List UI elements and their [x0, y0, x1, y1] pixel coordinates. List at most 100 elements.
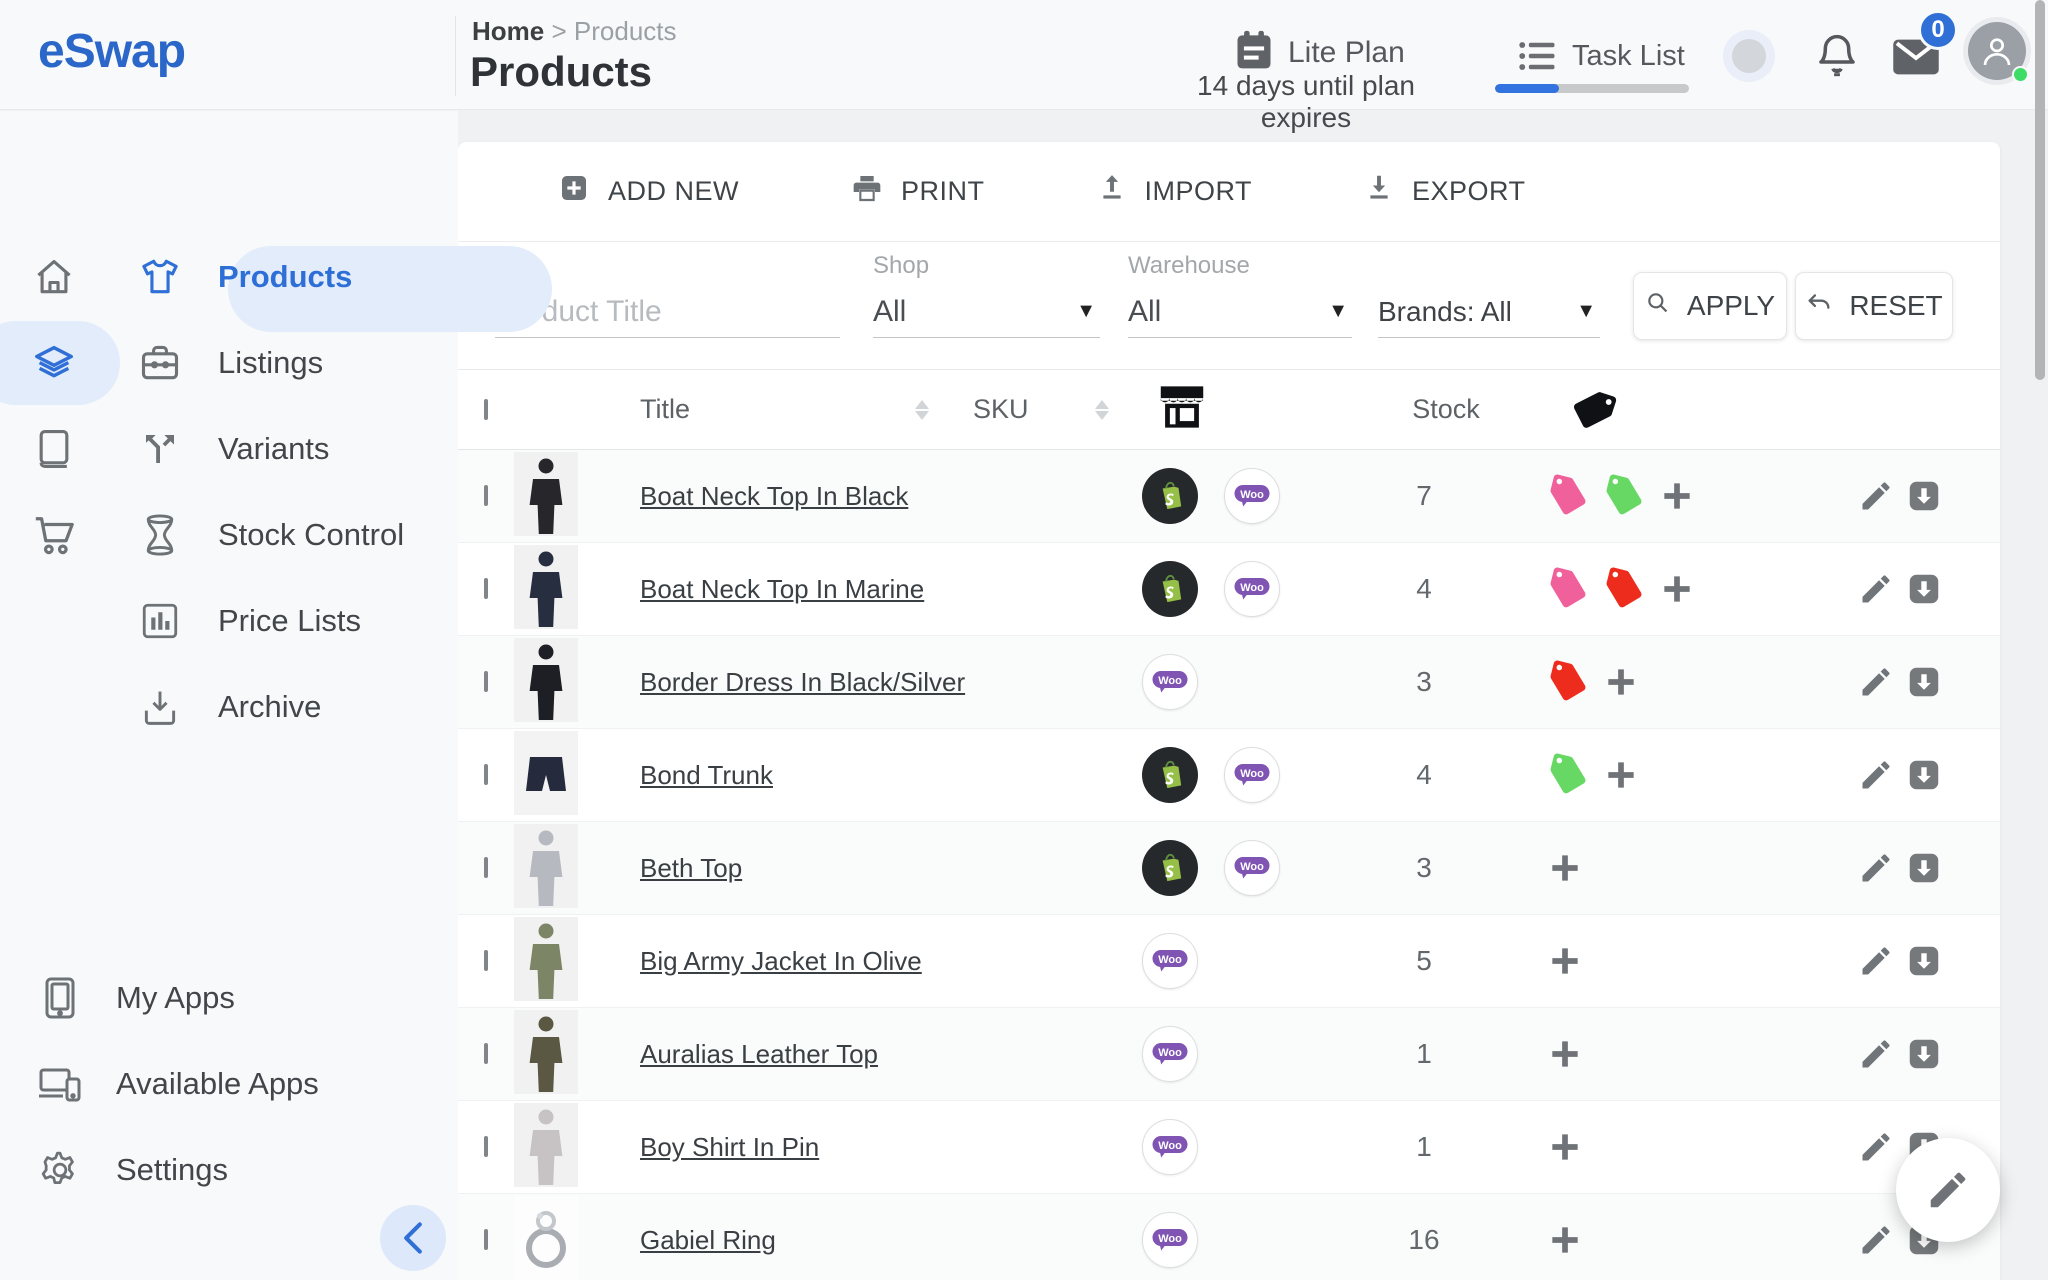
warehouse-select[interactable]: All ▼: [1128, 286, 1352, 338]
product-title-link[interactable]: Beth Top: [640, 853, 742, 883]
status-indicator[interactable]: [1732, 39, 1766, 73]
woocommerce-channel-icon[interactable]: Woo: [1142, 654, 1198, 710]
archive-action-icon[interactable]: [1906, 850, 1942, 886]
breadcrumb-home-link[interactable]: Home: [472, 16, 544, 46]
sidebar-item-settings[interactable]: Settings: [0, 1127, 380, 1213]
quick-edit-fab[interactable]: [1896, 1138, 2000, 1242]
export-button[interactable]: EXPORT: [1364, 172, 1526, 211]
sidebar-item-stock-control[interactable]: Stock Control: [114, 492, 438, 578]
shopify-channel-icon[interactable]: [1142, 468, 1198, 524]
edit-pencil-icon[interactable]: [1858, 850, 1894, 886]
edit-pencil-icon[interactable]: [1858, 478, 1894, 514]
product-title-link[interactable]: Gabiel Ring: [640, 1225, 776, 1255]
row-checkbox[interactable]: [484, 950, 488, 971]
add-tag-plus-icon[interactable]: [1546, 942, 1584, 980]
brands-select[interactable]: Brands: All ▼: [1378, 286, 1600, 338]
tag-icon[interactable]: [1541, 748, 1594, 801]
edit-pencil-icon[interactable]: [1858, 1036, 1894, 1072]
archive-action-icon[interactable]: [1906, 1036, 1942, 1072]
product-title-link[interactable]: Boat Neck Top In Marine: [640, 574, 924, 604]
row-checkbox[interactable]: [484, 578, 488, 599]
row-checkbox[interactable]: [484, 1136, 488, 1157]
edit-pencil-icon[interactable]: [1858, 664, 1894, 700]
rail-home-icon[interactable]: [28, 251, 80, 303]
add-tag-plus-icon[interactable]: [1546, 1221, 1584, 1259]
add-tag-plus-icon[interactable]: [1602, 663, 1640, 701]
tag-icon[interactable]: [1597, 469, 1650, 522]
select-all-checkbox[interactable]: [484, 399, 488, 420]
tag-icon[interactable]: [1541, 469, 1594, 522]
woocommerce-channel-icon[interactable]: Woo: [1224, 747, 1280, 803]
woocommerce-channel-icon[interactable]: Woo: [1142, 1026, 1198, 1082]
product-title-link[interactable]: Big Army Jacket In Olive: [640, 946, 922, 976]
sidebar-item-available-apps[interactable]: Available Apps: [0, 1041, 380, 1127]
row-checkbox[interactable]: [484, 1043, 488, 1064]
add-tag-plus-icon[interactable]: [1602, 756, 1640, 794]
edit-pencil-icon[interactable]: [1858, 1222, 1894, 1258]
row-checkbox[interactable]: [484, 671, 488, 692]
woocommerce-channel-icon[interactable]: Woo: [1224, 840, 1280, 896]
archive-action-icon[interactable]: [1906, 664, 1942, 700]
sidebar-item-label: Stock Control: [218, 517, 404, 553]
product-title-link[interactable]: Auralias Leather Top: [640, 1039, 878, 1069]
add-tag-plus-icon[interactable]: [1546, 1035, 1584, 1073]
edit-pencil-icon[interactable]: [1858, 757, 1894, 793]
woocommerce-channel-icon[interactable]: Woo: [1224, 468, 1280, 524]
archive-action-icon[interactable]: [1906, 478, 1942, 514]
edit-pencil-icon[interactable]: [1858, 1129, 1894, 1165]
shopify-channel-icon[interactable]: [1142, 747, 1198, 803]
sidebar-item-products[interactable]: Products: [114, 234, 438, 320]
notifications-bell-icon[interactable]: [1812, 30, 1862, 82]
row-checkbox[interactable]: [484, 1229, 488, 1250]
tag-icon[interactable]: [1597, 562, 1650, 615]
add-tag-plus-icon[interactable]: [1546, 1128, 1584, 1166]
archive-action-icon[interactable]: [1906, 943, 1942, 979]
edit-pencil-icon[interactable]: [1858, 943, 1894, 979]
reset-button[interactable]: RESET: [1795, 272, 1953, 340]
title-column-header[interactable]: Title: [640, 394, 690, 425]
product-title-link[interactable]: Boy Shirt In Pin: [640, 1132, 819, 1162]
add-tag-plus-icon[interactable]: [1658, 570, 1696, 608]
title-sort-buttons[interactable]: [915, 400, 929, 420]
woocommerce-channel-icon[interactable]: Woo: [1142, 933, 1198, 989]
sidebar-item-my-apps[interactable]: My Apps: [0, 955, 380, 1041]
reset-label: RESET: [1849, 290, 1942, 322]
brand-logo[interactable]: eSwap: [38, 24, 185, 79]
product-title-link[interactable]: Bond Trunk: [640, 760, 773, 790]
print-button[interactable]: PRINT: [851, 172, 985, 211]
rail-orders-cart-icon[interactable]: [28, 509, 80, 561]
woocommerce-channel-icon[interactable]: Woo: [1142, 1212, 1198, 1268]
rail-layers-icon[interactable]: [28, 337, 80, 389]
sidebar-item-variants[interactable]: Variants: [114, 406, 438, 492]
archive-action-icon[interactable]: [1906, 571, 1942, 607]
rail-catalog-icon[interactable]: [28, 423, 80, 475]
shop-select[interactable]: All ▼: [873, 286, 1100, 338]
tag-icon[interactable]: [1541, 562, 1594, 615]
woocommerce-channel-icon[interactable]: Woo: [1224, 561, 1280, 617]
row-checkbox[interactable]: [484, 485, 488, 506]
scrollbar[interactable]: [2035, 0, 2045, 380]
product-title-link[interactable]: Boat Neck Top In Black: [640, 481, 908, 511]
row-checkbox[interactable]: [484, 764, 488, 785]
stock-value: 3: [1344, 666, 1504, 698]
product-title-link[interactable]: Border Dress In Black/Silver: [640, 667, 965, 697]
add-new-button[interactable]: ADD NEW: [558, 172, 739, 211]
row-checkbox[interactable]: [484, 857, 488, 878]
woocommerce-channel-icon[interactable]: Woo: [1142, 1119, 1198, 1175]
apply-button[interactable]: APPLY: [1633, 272, 1787, 340]
edit-pencil-icon[interactable]: [1858, 571, 1894, 607]
tag-icon[interactable]: [1541, 655, 1594, 708]
sidebar-item-listings[interactable]: Listings: [114, 320, 438, 406]
add-tag-plus-icon[interactable]: [1546, 849, 1584, 887]
channel-icons: Woo: [1094, 933, 1344, 989]
sidebar-collapse-button[interactable]: [380, 1205, 446, 1271]
add-tag-plus-icon[interactable]: [1658, 477, 1696, 515]
sidebar-item-archive[interactable]: Archive: [114, 664, 438, 750]
task-list-label[interactable]: Task List: [1572, 40, 1685, 73]
archive-action-icon[interactable]: [1906, 757, 1942, 793]
sidebar-item-price-lists[interactable]: Price Lists: [114, 578, 438, 664]
import-button[interactable]: IMPORT: [1097, 172, 1253, 211]
shopify-channel-icon[interactable]: [1142, 840, 1198, 896]
shopify-channel-icon[interactable]: [1142, 561, 1198, 617]
sku-column-header[interactable]: SKU: [973, 394, 1029, 425]
